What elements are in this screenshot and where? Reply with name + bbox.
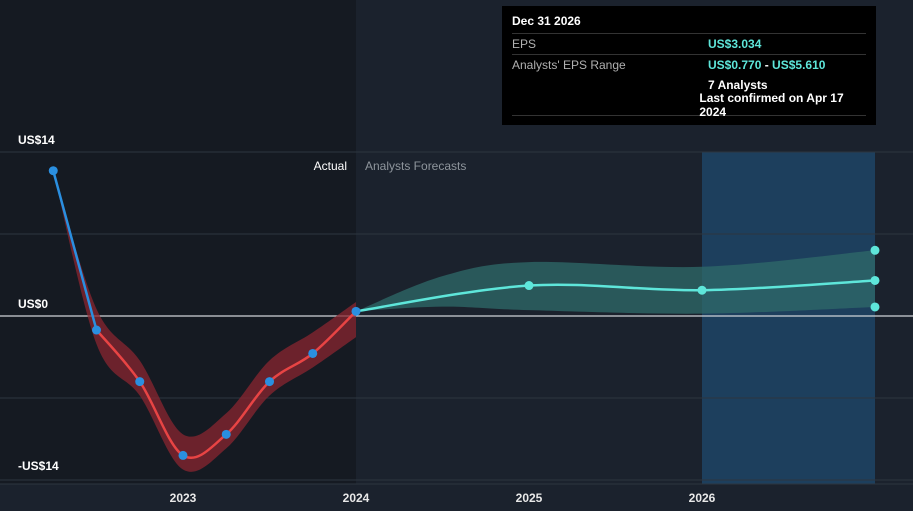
- forecast-point: [524, 281, 534, 291]
- forecast-point: [870, 275, 880, 285]
- forecast-low-point: [870, 302, 880, 312]
- actual-point: [265, 377, 274, 387]
- x-axis-ticks: 2023 2024 2025 2026: [170, 491, 716, 505]
- ranges: [53, 170, 875, 472]
- tooltip-eps-label: EPS: [512, 37, 537, 51]
- tooltip-eps-value: US$3.034: [708, 37, 762, 51]
- forecast-high-point: [870, 245, 880, 255]
- forecast-point: [697, 285, 707, 295]
- actual-point: [351, 306, 361, 316]
- actual-point: [135, 377, 145, 387]
- actual-shade: [0, 0, 356, 484]
- tooltip-range-high: US$5.610: [772, 58, 826, 72]
- tooltip-analysts: 7 Analysts: [708, 78, 768, 92]
- tooltip-analysts-row: 7 Analysts: [512, 75, 866, 95]
- tooltip-range-label: Analysts' EPS Range: [512, 58, 626, 72]
- tooltip-eps-row: EPS US$3.034: [512, 34, 866, 55]
- x-tick-label: 2024: [343, 491, 370, 505]
- actual-point: [308, 348, 318, 358]
- actual-point: [178, 450, 188, 460]
- forecast-highlight: [702, 152, 875, 484]
- actual-point: [221, 429, 231, 439]
- x-tick-label: 2026: [689, 491, 716, 505]
- x-tick-label: 2023: [170, 491, 197, 505]
- actual-point: [48, 166, 58, 176]
- x-tick-label: 2025: [516, 491, 543, 505]
- tooltip-range-sep: -: [761, 58, 773, 72]
- grid: [0, 151, 913, 485]
- y-label-zero: US$0: [18, 297, 48, 311]
- tooltip-panel: Dec 31 2026 EPS US$3.034 Analysts' EPS R…: [502, 6, 876, 125]
- actual-point: [92, 325, 101, 335]
- actual-line-start: [52, 170, 98, 331]
- y-label-top: US$14: [18, 133, 55, 147]
- tooltip-date: Dec 31 2026: [512, 14, 866, 34]
- tooltip-confirmed: Last confirmed on Apr 17 2024: [699, 91, 844, 119]
- section-label-forecast: Analysts Forecasts: [365, 159, 466, 173]
- forecast-line: [355, 279, 876, 313]
- tooltip-range-low: US$0.770: [708, 58, 762, 72]
- y-label-bottom: -US$14: [18, 459, 59, 473]
- forecast-range-band: [356, 250, 875, 314]
- tooltip-confirmed-row: Last confirmed on Apr 17 2024: [512, 91, 866, 119]
- section-label-actual: Actual: [314, 159, 347, 173]
- series-points: [48, 166, 880, 460]
- tooltip-range-row: Analysts' EPS Range US$0.770 - US$5.610: [512, 55, 866, 75]
